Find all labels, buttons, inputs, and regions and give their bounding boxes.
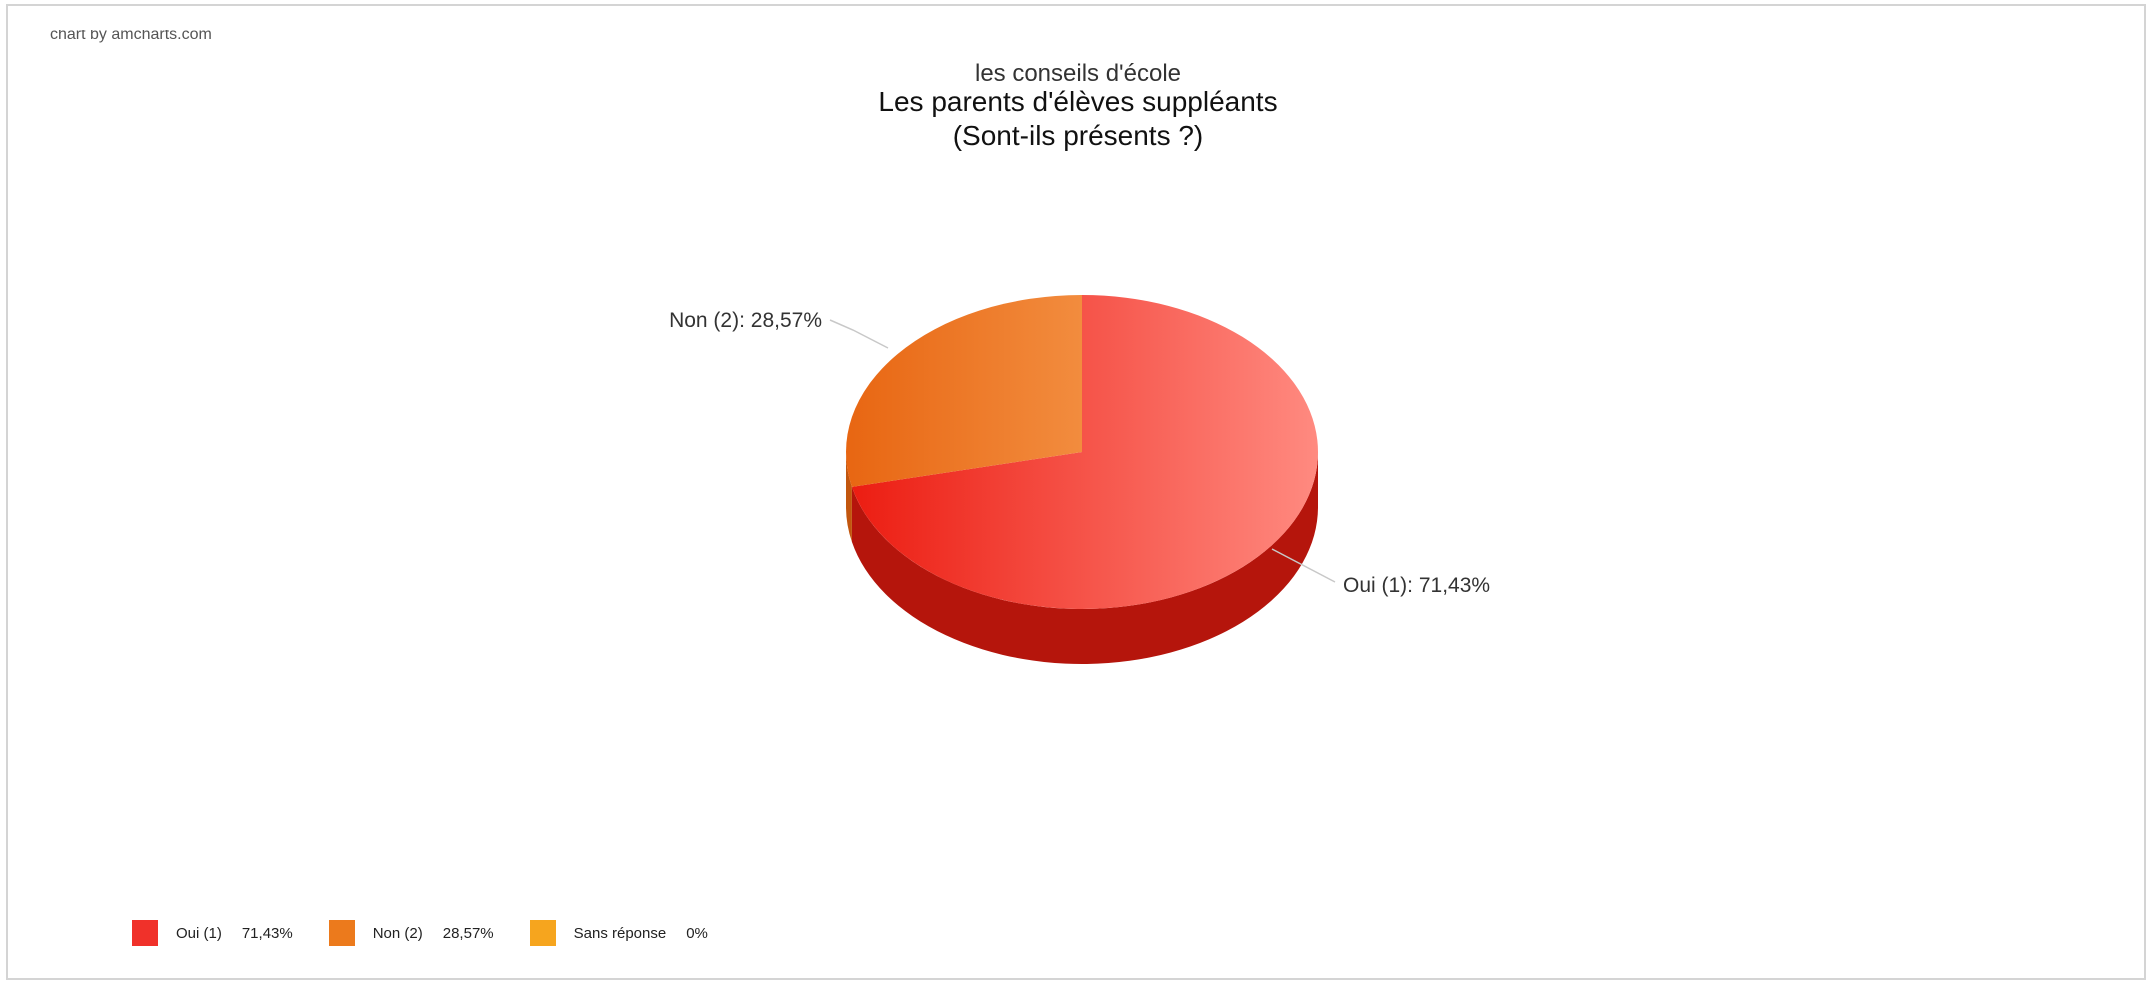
legend-label-sans-reponse: Sans réponse bbox=[573, 924, 667, 942]
legend-swatch-non bbox=[328, 920, 355, 946]
pie-slice-oui bbox=[851, 295, 1319, 609]
legend-value-sans-reponse: 0% bbox=[686, 924, 708, 942]
pie-side-oui bbox=[851, 452, 1318, 664]
pie-slice-non bbox=[846, 295, 1082, 487]
legend-item-non[interactable]: Non (2) 28,57% bbox=[328, 920, 494, 946]
legend-swatch-sans-reponse bbox=[529, 920, 556, 946]
legend-value-oui: 71,43% bbox=[241, 924, 293, 942]
legend-item-oui[interactable]: Oui (1) 71,43% bbox=[132, 920, 293, 946]
leader-line-non bbox=[829, 319, 889, 349]
legend-label-oui: Oui (1) bbox=[176, 924, 222, 942]
pie-side-non bbox=[846, 452, 852, 542]
chart-title-line-2: (Sont-ils présents ?) bbox=[952, 120, 1204, 151]
legend-value-non: 28,57% bbox=[442, 924, 494, 942]
legend-item-sans-reponse[interactable]: Sans réponse 0% bbox=[529, 920, 708, 946]
legend-label-non: Non (2) bbox=[372, 924, 423, 942]
slice-label-oui: Oui (1): 71,43% bbox=[1343, 574, 1490, 597]
legend: Oui (1) 71,43% Non (2) 28,57% Sans répon… bbox=[132, 920, 744, 946]
chart-subtitle: les conseils d'école bbox=[974, 60, 1182, 87]
slice-label-non: Non (2): 28,57% bbox=[669, 309, 822, 332]
leader-line-oui bbox=[1271, 548, 1336, 583]
legend-swatch-oui bbox=[132, 920, 158, 946]
chart-credit: chart by amcharts.com bbox=[50, 30, 212, 43]
chart-title: Les parents d'élèves suppléants bbox=[878, 86, 1278, 117]
